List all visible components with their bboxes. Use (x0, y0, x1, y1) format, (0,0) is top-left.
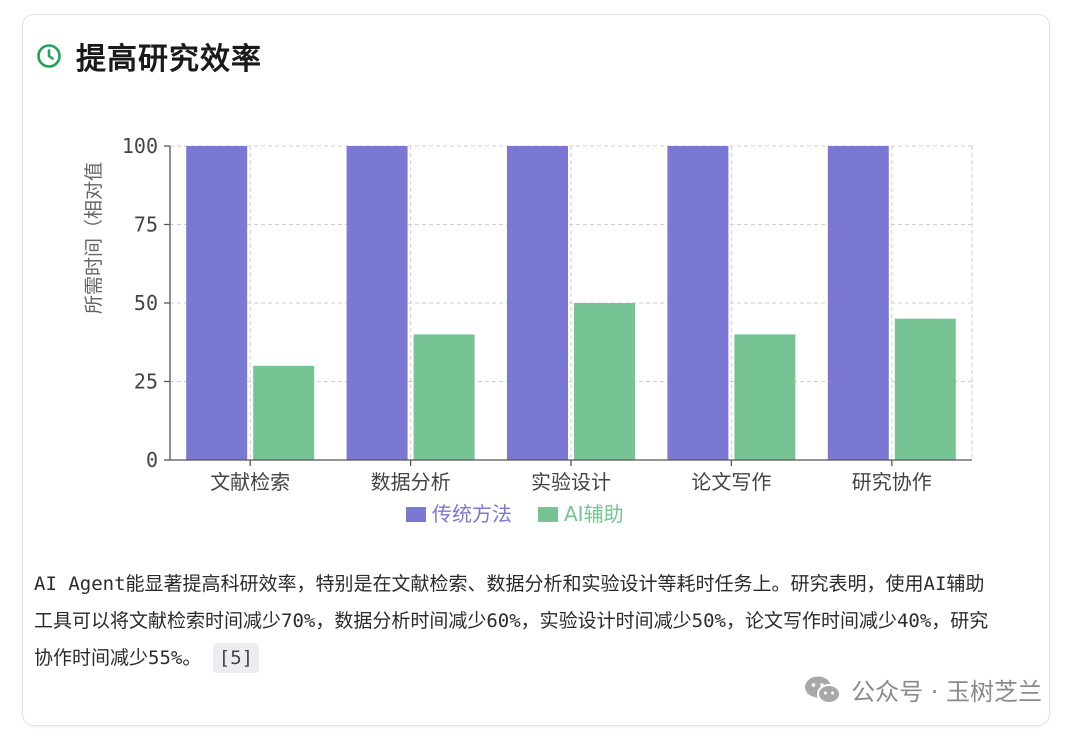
y-tick-label: 75 (134, 213, 158, 237)
reference-link[interactable]: [5] (212, 643, 260, 673)
bar-traditional-1 (346, 146, 408, 460)
bar-ai-0 (253, 365, 315, 460)
clock-icon (37, 44, 61, 68)
x-tick-label: 论文写作 (691, 470, 771, 494)
y-tick-label: 50 (134, 291, 158, 315)
watermark: 公众号 · 玉树芝兰 (803, 672, 1042, 707)
y-axis-label: 所需时间（相对值 (83, 162, 105, 314)
wechat-icon (805, 676, 842, 704)
chart-container: 0 25 50 75 100 文献检索 数据分析 实验设计 论文写作 研究协作 所需时间（相对值传统… (50, 100, 1010, 550)
x-tick-label: 文献检索 (210, 470, 290, 494)
y-tick-label: 0 (146, 448, 158, 472)
bar-traditional-0 (186, 146, 248, 460)
legend-label-0: 传统方法 (432, 502, 512, 526)
header: 提高研究效率 (36, 34, 262, 78)
legend-label-1: AI辅助 (564, 502, 624, 526)
description-text: AI Agent能显著提高科研效率，特别是在文献检索、数据分析和实验设计等耗时任… (34, 573, 989, 669)
x-tick-label: 研究协作 (852, 470, 932, 494)
bar-ai-1 (413, 334, 475, 460)
page-title: 提高研究效率 (76, 42, 262, 77)
watermark-text: 公众号 · 玉树芝兰 (851, 678, 1042, 706)
description-paragraph: AI Agent能显著提高科研效率，特别是在文献检索、数据分析和实验设计等耗时任… (34, 566, 994, 677)
y-tick-label: 25 (134, 370, 158, 394)
y-tick-label: 100 (122, 134, 158, 158)
bar-ai-3 (734, 334, 796, 460)
legend-swatch-1 (538, 507, 558, 522)
bar-ai-4 (894, 318, 956, 460)
bar-chart: 0 25 50 75 100 文献检索 数据分析 实验设计 论文写作 研究协作 所需时间（相对值传统… (83, 134, 973, 526)
x-tick-label: 实验设计 (531, 470, 611, 494)
x-tick-label: 数据分析 (371, 470, 451, 494)
bar-traditional-3 (667, 146, 729, 460)
bar-traditional-4 (827, 146, 889, 460)
bar-ai-2 (574, 303, 635, 460)
bar-traditional-2 (507, 146, 568, 460)
legend-swatch-0 (406, 507, 426, 522)
